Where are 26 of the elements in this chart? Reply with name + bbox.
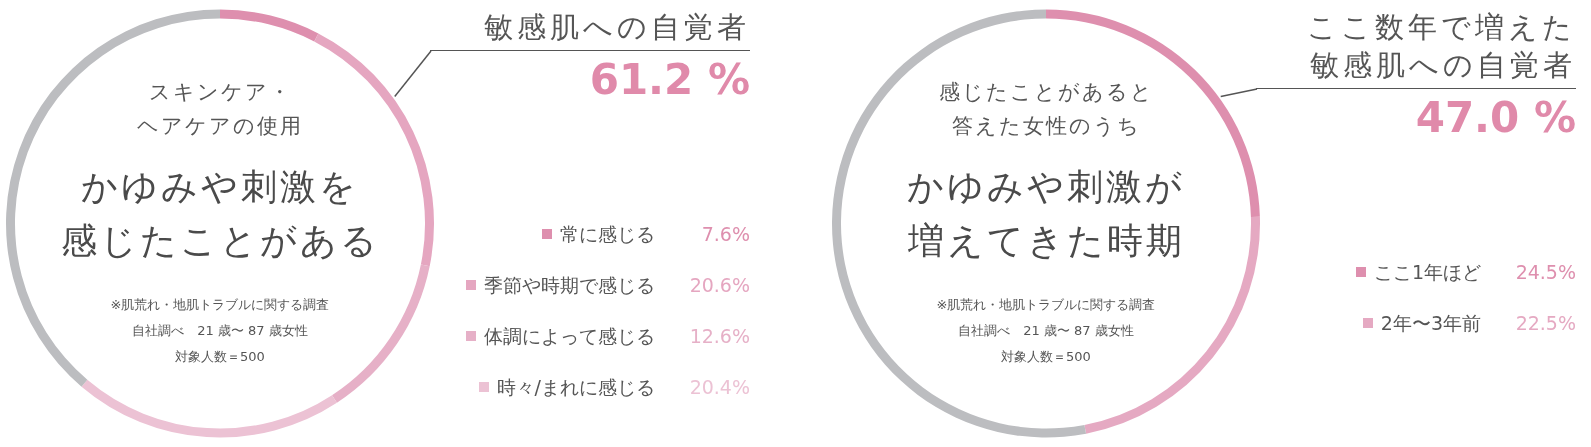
text: かゆみや刺激を感じたことがある [59,165,381,263]
legend-label: 季節や時期で感じる [484,273,655,298]
text: かゆみや刺激が増えてきた時期 [906,165,1186,263]
data-label: 22.5% [1514,311,1576,336]
data-label: 20.4% [688,375,750,400]
legend-label: 常に感じる [560,222,655,247]
legend-label: 時々/まれに感じる [496,375,655,400]
text: 敏感肌への自覚者 [484,10,750,44]
text: 47.0 % [1414,92,1576,144]
text: 61.2 % [588,54,750,106]
text: 対象人数＝500 [174,348,266,366]
text: ※肌荒れ・地肌トラブルに関する調査 [935,296,1157,314]
text: ※肌荒れ・地肌トラブルに関する調査 [109,296,331,314]
text: スキンケア・ヘアケアの使用 [136,79,304,140]
legend-label: ここ1年ほど [1373,260,1481,285]
text: ここ数年で増えた敏感肌への自覚者 [1307,10,1576,82]
text: 感じたことがあると答えた女性のうち [937,79,1155,140]
data-label: 24.5% [1514,260,1576,285]
data-label: 20.6% [688,273,750,298]
text: 対象人数＝500 [1000,348,1092,366]
data-label: 7.6% [700,222,750,247]
legend-label: 体調によって感じる [484,324,655,349]
text: 自社調べ 21 歳〜 87 歳女性 [957,322,1135,340]
legend-label: 2年〜3年前 [1380,311,1481,336]
text: 自社調べ 21 歳〜 87 歳女性 [131,322,309,340]
data-label: 12.6% [688,324,750,349]
